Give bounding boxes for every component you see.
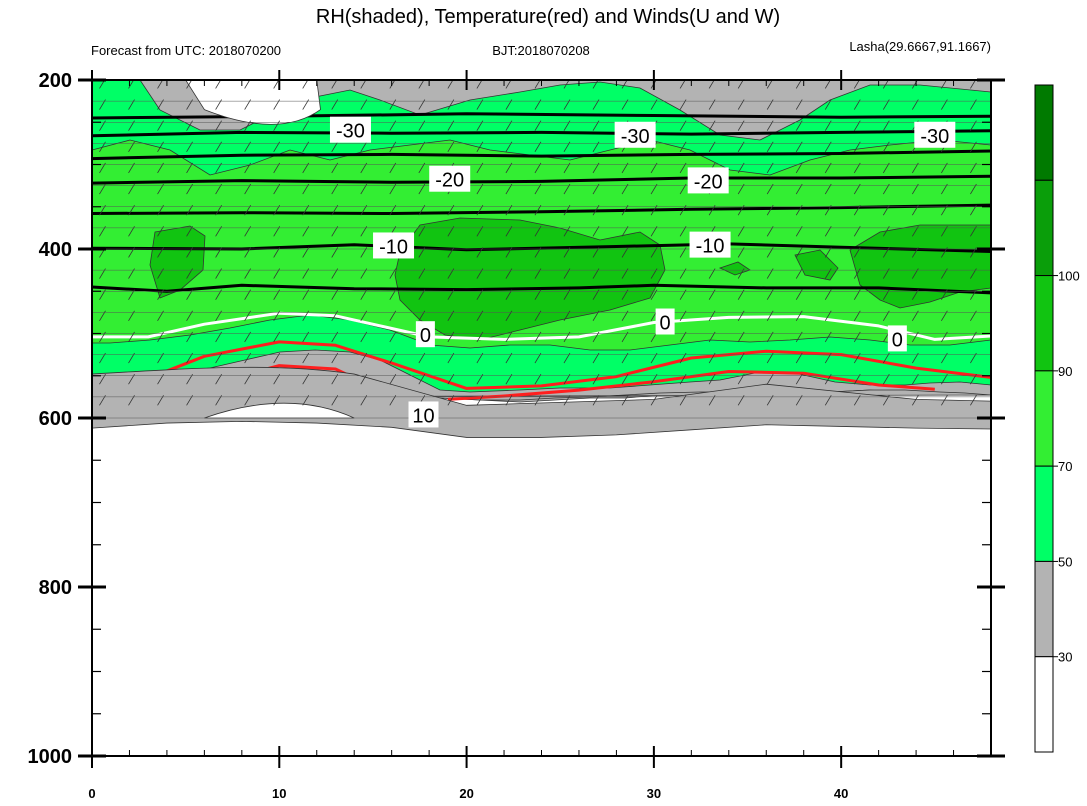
colorbar-tick-label: 90 <box>1058 364 1072 379</box>
colorbar-segment <box>1034 84 1054 181</box>
wind-barbs <box>92 80 991 419</box>
temperature-contour <box>92 242 991 253</box>
contour-label: 0 <box>660 313 671 335</box>
colorbar-tick-label: 50 <box>1058 554 1072 569</box>
colorbar-tick-label: 70 <box>1058 459 1072 474</box>
x-tick-label: 10 <box>272 786 286 801</box>
contour-label: -10 <box>379 236 408 258</box>
y-tick-label: 600 <box>39 408 72 430</box>
rh-shade-white-top <box>185 80 321 125</box>
contour-label-box <box>329 116 371 143</box>
x-tick-label: 40 <box>834 786 848 801</box>
contour-label: 0 <box>420 325 431 347</box>
chart-title: RH(shaded), Temperature(red) and Winds(U… <box>316 6 780 28</box>
contour-label: -30 <box>621 126 650 148</box>
x-tick-label: 0 <box>88 786 95 801</box>
rh-colorbar: 30 50 70 90 100 <box>1034 84 1080 753</box>
rh-shade-white-low <box>204 402 355 419</box>
rh-shade-gray-low <box>92 366 991 438</box>
contour-label-box <box>415 321 435 348</box>
temperature-contour <box>447 370 935 401</box>
temperature-contour <box>92 149 991 161</box>
colorbar-segment <box>1034 370 1054 467</box>
temperature-contour <box>92 340 991 390</box>
x-tick-label: 20 <box>459 786 473 801</box>
contour-label: 10 <box>412 405 434 427</box>
contour-label: -20 <box>694 171 723 193</box>
surface-region <box>92 80 991 438</box>
contour-label-box <box>655 308 675 335</box>
contour-label-box <box>408 401 439 428</box>
contour-label: -10 <box>696 236 725 258</box>
contour-label-box <box>887 325 907 352</box>
colorbar-segment <box>1034 275 1054 372</box>
colorbar-tick-label: 100 <box>1058 269 1080 284</box>
temperature-contour-labels: -30 -30 -30 -20 -20 -10 -10 0 0 0 10 <box>329 116 956 428</box>
forecast-init-label: Forecast from UTC: 2018070200 <box>91 43 281 58</box>
contour-label: -30 <box>336 121 365 143</box>
temperature-contours <box>92 112 991 420</box>
colorbar-segment <box>1034 465 1054 562</box>
contour-label: -20 <box>435 170 464 192</box>
x-tick-label: 30 <box>647 786 661 801</box>
y-tick-label: 200 <box>39 70 72 92</box>
colorbar-segment <box>1034 560 1054 658</box>
contour-label-box <box>614 121 656 148</box>
contour-label-box <box>373 232 415 259</box>
colorbar-segment <box>1034 179 1054 277</box>
y-tick-label: 800 <box>39 577 72 599</box>
contour-label-box <box>689 231 731 258</box>
temperature-contour <box>92 174 991 185</box>
rh-shade-green4 <box>794 249 839 281</box>
contour-label-box <box>687 167 729 194</box>
temperature-contour <box>92 129 991 138</box>
contour-label: 0 <box>892 329 903 351</box>
contour-label: -30 <box>920 126 949 148</box>
temperature-contour <box>92 311 991 341</box>
station-label: Lasha(29.6667,91.1667) <box>849 39 991 54</box>
valid-time-label: BJT:2018070208 <box>492 43 590 58</box>
temperature-contour <box>92 203 991 215</box>
colorbar-segment <box>1034 656 1054 753</box>
contour-label-box <box>429 165 471 192</box>
y-tick-label: 400 <box>39 239 72 261</box>
colorbar-tick-label: 30 <box>1058 650 1072 665</box>
contour-label-box <box>914 121 956 148</box>
y-tick-label: 1000 <box>28 746 73 768</box>
temperature-contour <box>92 283 991 295</box>
